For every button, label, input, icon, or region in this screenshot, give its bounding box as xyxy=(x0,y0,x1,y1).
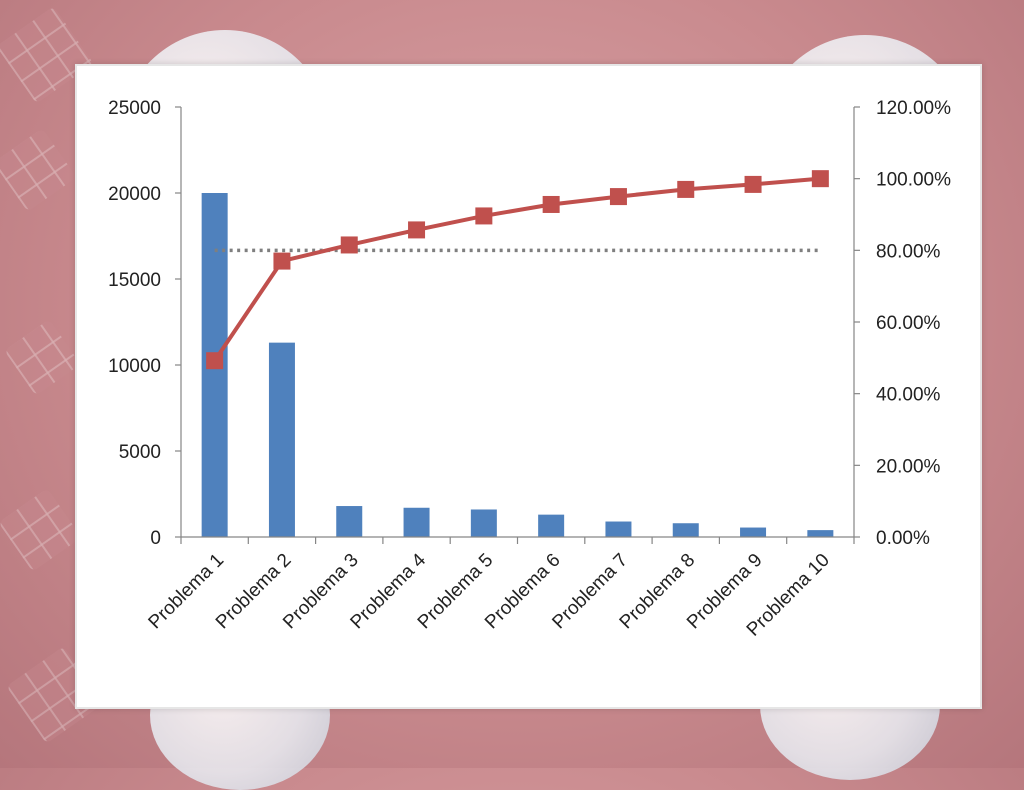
background-cube-2 xyxy=(0,128,77,212)
pareto-chart: 0 5000 10000 15000 20000 25000 0.00% 20.00% 40.… xyxy=(108,98,951,641)
line-marker-7 xyxy=(609,188,627,206)
line-marker-8 xyxy=(677,180,695,198)
right-tick-label: 20.00% xyxy=(876,456,941,477)
bar-8 xyxy=(672,523,699,537)
left-tick-label: 20000 xyxy=(108,184,161,205)
chart-card: 0 5000 10000 15000 20000 25000 0.00% 20.00% 40.… xyxy=(75,64,982,709)
line-marker-10 xyxy=(811,170,829,188)
bar-2 xyxy=(268,342,295,537)
bar-10 xyxy=(807,530,834,537)
line-marker-4 xyxy=(408,221,426,239)
line-marker-3 xyxy=(340,236,358,254)
line-marker-5 xyxy=(475,207,493,225)
right-tick-label: 100.00% xyxy=(876,170,951,191)
background-cube-4 xyxy=(0,488,82,572)
line-marker-6 xyxy=(542,195,560,213)
cumulative-line xyxy=(212,176,821,362)
cumulative-line-series xyxy=(206,170,829,370)
left-tick-label: 15000 xyxy=(108,270,161,291)
left-tick-label: 25000 xyxy=(108,98,161,119)
right-tick-label: 0.00% xyxy=(876,528,930,549)
line-marker-9 xyxy=(744,175,762,193)
bar-4 xyxy=(403,507,430,537)
bar-7 xyxy=(605,521,632,537)
line-marker-1 xyxy=(206,352,224,370)
bar-series xyxy=(201,193,834,537)
right-tick-label: 40.00% xyxy=(876,385,941,406)
bar-5 xyxy=(470,509,497,537)
left-tick-label: 10000 xyxy=(108,356,161,377)
right-tick-label: 80.00% xyxy=(876,241,941,262)
left-tick-label: 5000 xyxy=(119,442,161,463)
right-tick-label: 60.00% xyxy=(876,313,941,334)
bar-3 xyxy=(336,506,363,537)
right-axis-tick-labels: 0.00% 20.00% 40.00% 60.00% 80.00% 100.00% 120.… xyxy=(876,98,951,549)
left-tick-label: 0 xyxy=(150,528,161,549)
left-axis-tick-labels: 0 5000 10000 15000 20000 25000 xyxy=(108,98,161,549)
axes xyxy=(175,106,860,544)
bar-9 xyxy=(740,527,767,537)
line-marker-2 xyxy=(273,252,291,270)
bar-6 xyxy=(538,514,565,537)
right-tick-label: 120.00% xyxy=(876,98,951,119)
background-cube-3 xyxy=(4,319,81,396)
